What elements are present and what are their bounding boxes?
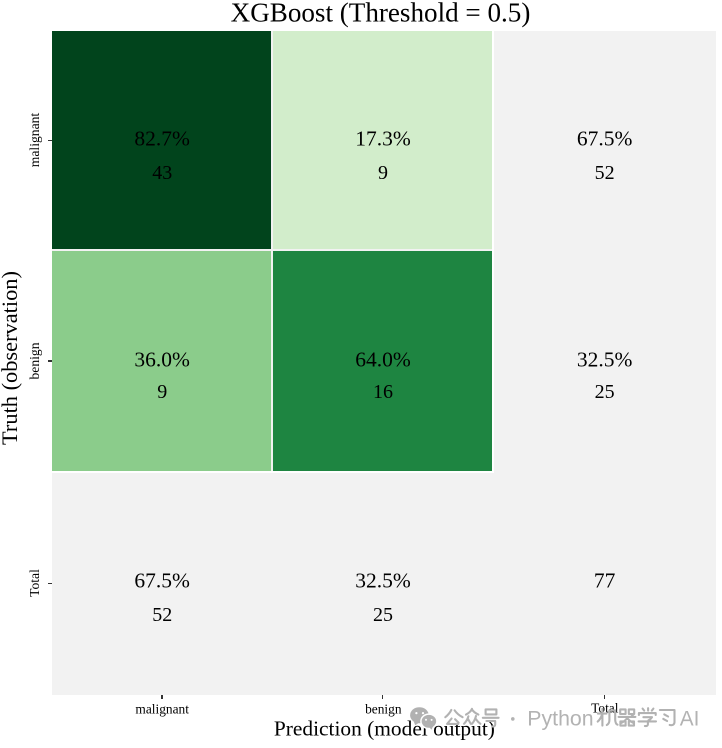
svg-text:AI: AI — [680, 707, 700, 730]
svg-text:Python: Python — [527, 707, 593, 731]
